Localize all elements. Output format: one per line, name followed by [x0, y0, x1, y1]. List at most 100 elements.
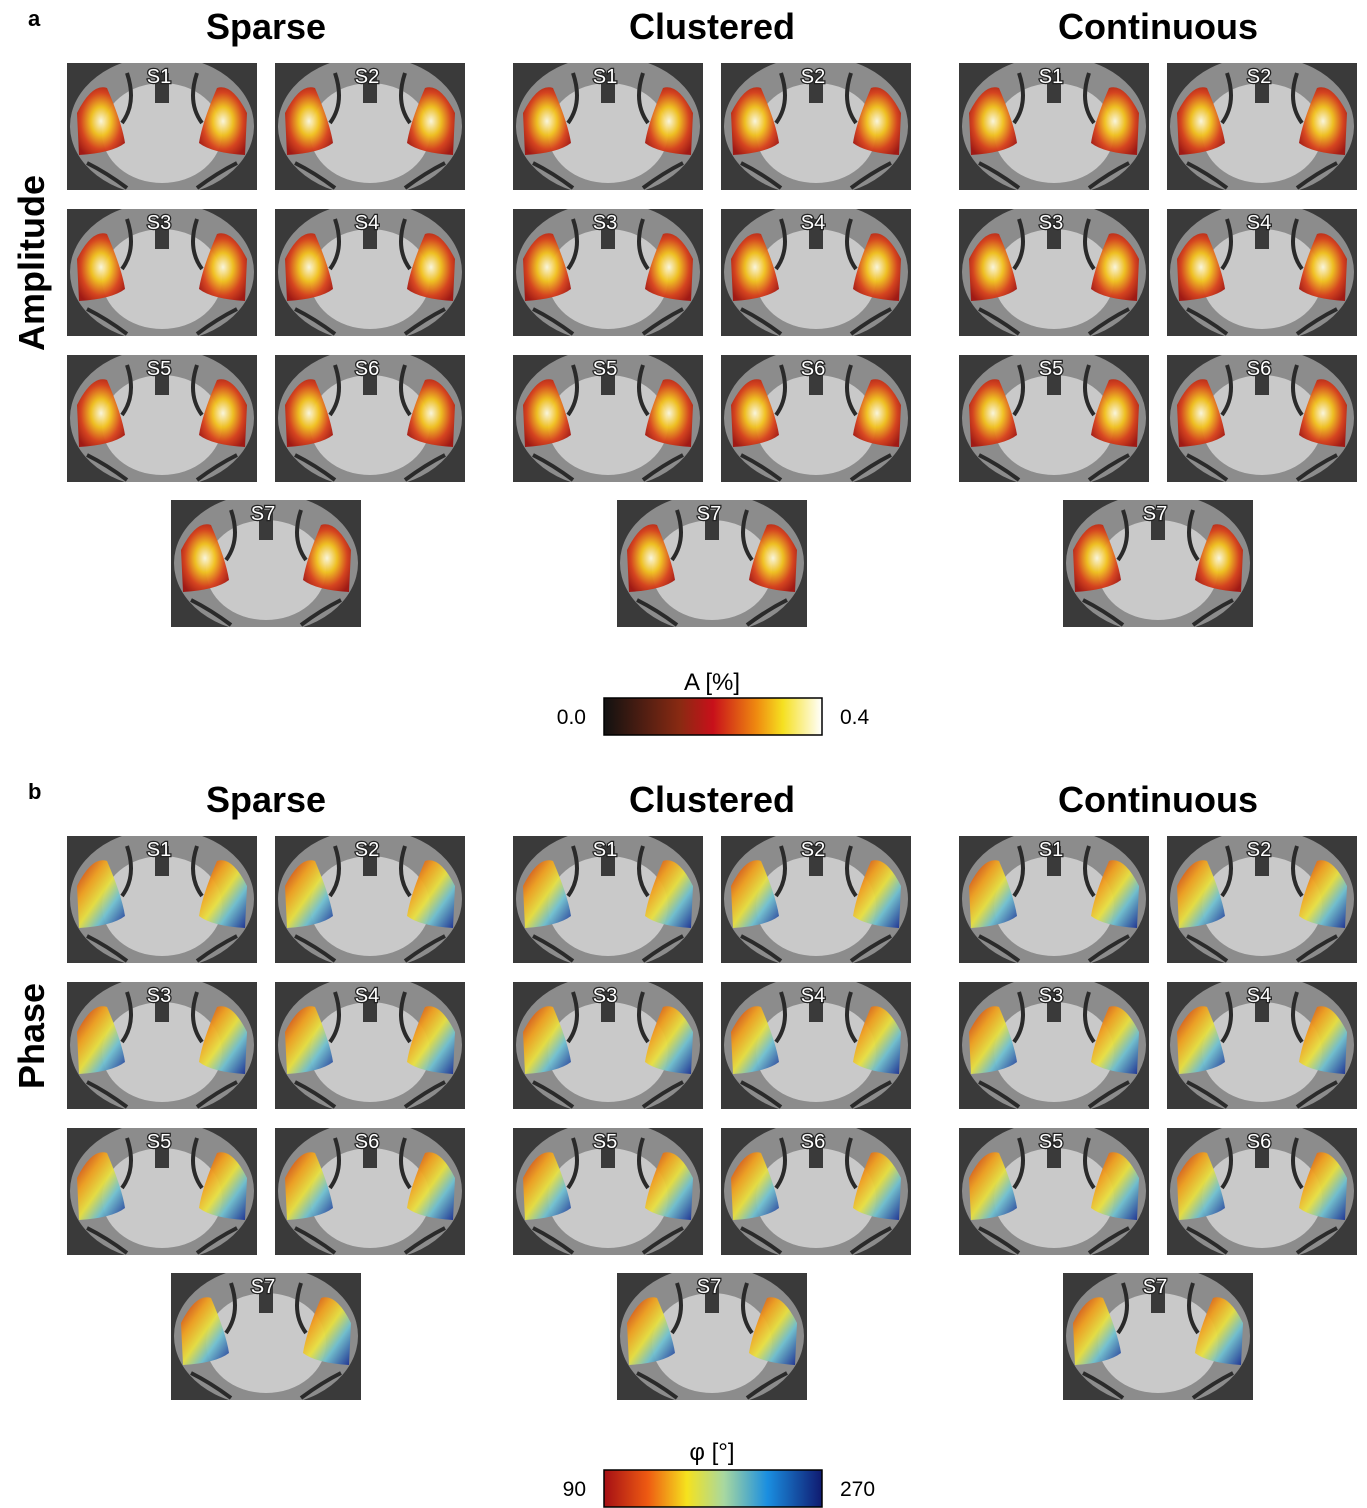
right-map [1195, 524, 1243, 592]
subject-label: S2 [801, 66, 825, 88]
right-map [645, 87, 693, 155]
colorbar-label: A [%] [684, 669, 740, 696]
subject-label: S7 [697, 1276, 721, 1298]
subject-label: S2 [801, 839, 825, 861]
left-map [285, 233, 333, 301]
right-map [199, 87, 247, 155]
brain-slice: S3 [513, 982, 703, 1109]
right-map [407, 379, 455, 447]
subject-label: S5 [593, 358, 617, 380]
left-map [285, 379, 333, 447]
left-map [77, 860, 125, 928]
right-map [1299, 87, 1347, 155]
right-map [199, 1006, 247, 1074]
brain-slice: S7 [617, 500, 807, 627]
row-label: Phase [11, 983, 52, 1089]
left-map [969, 379, 1017, 447]
subject-label: S7 [251, 503, 275, 525]
right-map [1091, 1152, 1139, 1220]
right-map [407, 87, 455, 155]
colorbar-min: 90 [563, 1478, 586, 1501]
right-map [407, 860, 455, 928]
column-title: Clustered [629, 779, 795, 820]
left-map [1073, 524, 1121, 592]
right-map [1091, 233, 1139, 301]
right-map [1195, 1297, 1243, 1365]
subject-label: S4 [1247, 985, 1271, 1007]
brain-slice: S1 [959, 63, 1149, 190]
right-map [407, 1006, 455, 1074]
subject-label: S5 [593, 1131, 617, 1153]
brain-slice: S7 [617, 1273, 807, 1400]
panel-letter: b [28, 779, 41, 804]
subject-label: S3 [1039, 985, 1063, 1007]
left-map [285, 1152, 333, 1220]
brain-slice: S3 [67, 982, 257, 1109]
left-map [523, 1152, 571, 1220]
subject-label: S1 [593, 66, 617, 88]
left-map [285, 1006, 333, 1074]
brain-slice: S7 [171, 1273, 361, 1400]
subject-label: S1 [147, 66, 171, 88]
subject-label: S6 [1247, 1131, 1271, 1153]
left-map [1177, 1006, 1225, 1074]
column-title: Clustered [629, 6, 795, 47]
left-map [285, 860, 333, 928]
brain-slice: S5 [959, 355, 1149, 482]
brain-slice: S7 [171, 500, 361, 627]
subject-label: S3 [593, 212, 617, 234]
colorbar-max: 270 [840, 1478, 875, 1501]
subject-label: S4 [801, 985, 825, 1007]
right-map [407, 1152, 455, 1220]
subject-label: S4 [355, 212, 379, 234]
left-map [77, 1006, 125, 1074]
left-map [969, 860, 1017, 928]
subject-label: S5 [147, 1131, 171, 1153]
row-label: Amplitude [11, 175, 52, 351]
subject-label: S4 [1247, 212, 1271, 234]
left-map [731, 1152, 779, 1220]
subject-label: S2 [355, 839, 379, 861]
subject-label: S4 [355, 985, 379, 1007]
right-map [1091, 379, 1139, 447]
colorbar-min: 0.0 [557, 706, 586, 729]
left-map [731, 1006, 779, 1074]
brain-slice: S3 [959, 982, 1149, 1109]
brain-slice: S2 [721, 63, 911, 190]
brain-slice: S2 [1167, 836, 1357, 963]
subject-label: S5 [147, 358, 171, 380]
brain-slice: S4 [275, 209, 465, 336]
brain-slice: S4 [1167, 982, 1357, 1109]
brain-slice: S4 [1167, 209, 1357, 336]
left-map [1177, 87, 1225, 155]
right-map [199, 860, 247, 928]
colorbar-max: 0.4 [840, 706, 870, 729]
subject-label: S6 [801, 358, 825, 380]
column-title: Sparse [206, 779, 326, 820]
subject-label: S3 [1039, 212, 1063, 234]
brain-slice: S6 [1167, 355, 1357, 482]
colorbar [603, 697, 823, 736]
left-map [77, 87, 125, 155]
left-map [1177, 860, 1225, 928]
column-title: Continuous [1058, 779, 1258, 820]
brain-slice: S3 [959, 209, 1149, 336]
brain-slice: S5 [513, 355, 703, 482]
right-map [645, 860, 693, 928]
brain-slice: S6 [1167, 1128, 1357, 1255]
left-map [523, 1006, 571, 1074]
right-map [1299, 379, 1347, 447]
left-map [731, 87, 779, 155]
subject-label: S1 [147, 839, 171, 861]
left-map [731, 379, 779, 447]
right-map [749, 1297, 797, 1365]
right-map [853, 1006, 901, 1074]
colorbar-label: φ [°] [689, 1439, 734, 1466]
right-map [1299, 1006, 1347, 1074]
right-map [199, 1152, 247, 1220]
brain-slice: S2 [275, 836, 465, 963]
left-map [731, 860, 779, 928]
right-map [1091, 87, 1139, 155]
colorbar [603, 1469, 823, 1508]
